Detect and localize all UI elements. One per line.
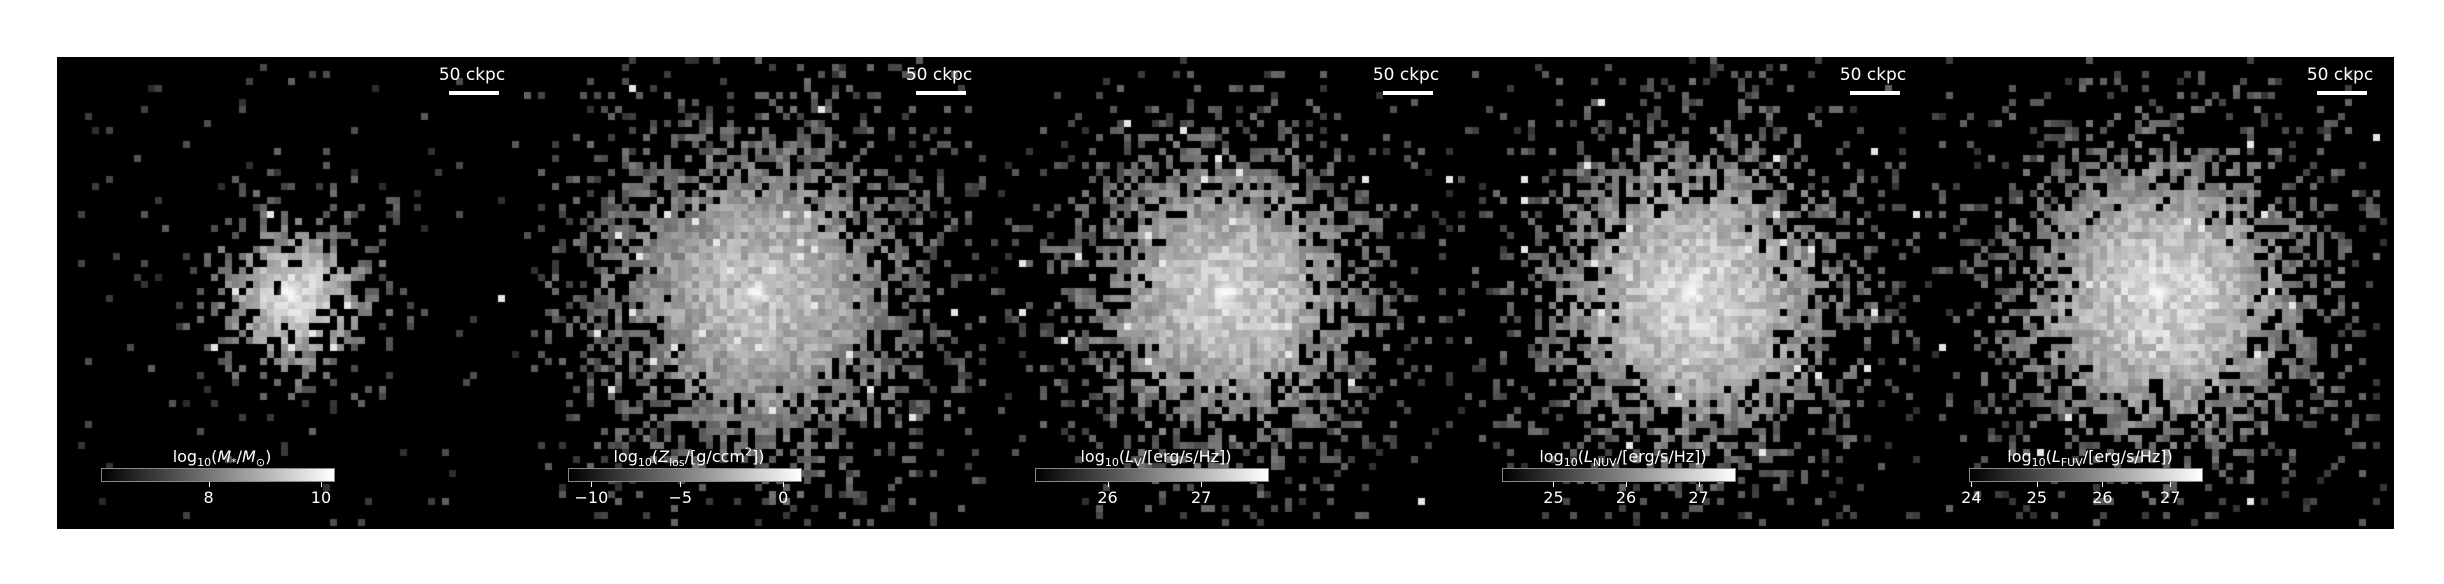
image-panel-3: 50 ckpc log10(LV/[erg/s/Hz]) 26 27 [991,57,1458,529]
colorbar-label: log10(Zlos/[g/ccm2]) [613,445,765,470]
colorbar-tick-label: 26 [2092,488,2113,507]
scale-bar [2317,91,2367,95]
colorbar-tick [680,482,682,487]
colorbar-tick-label: 27 [1688,488,1709,507]
colorbar-tick-label: −5 [668,488,693,507]
colorbar-tick-label: −10 [574,488,609,507]
scale-bar [1850,91,1900,95]
scale-bar-label: 50 ckpc [1372,65,1440,85]
colorbar-tick [783,482,785,487]
scale-bar [916,91,966,95]
colorbar-tick [208,482,210,487]
colorbar-tick-label: 26 [1615,488,1637,507]
scale-bar [449,91,499,95]
colorbar [101,468,335,482]
scale-bar-label: 50 ckpc [2306,65,2374,85]
colorbar-label: log10(LV/[erg/s/Hz]) [1080,447,1232,470]
colorbar-tick-label: 25 [1543,488,1564,507]
image-panel-5: 50 ckpc log10(LFUV/[erg/s/Hz]) 24 25 26 27 [1925,57,2392,529]
figure: 50 ckpc log10(M*/M⊙) 8 10 50 ckpc log10(Zlos/… [57,57,2394,529]
colorbar-label: log10(LNUV/[erg/s/Hz]) [1539,447,1707,470]
scale-bar-label: 50 ckpc [438,65,506,85]
colorbar-tick [1971,482,1973,487]
colorbar [568,468,802,482]
colorbar-label: log10(M*/M⊙) [172,447,272,470]
colorbar-tick-label: 27 [1190,488,1212,507]
colorbar-tick [2170,482,2172,487]
pixel-map-image [991,57,1458,529]
colorbar [1969,468,2203,482]
pixel-map-image [524,57,991,529]
scale-bar [1383,91,1433,95]
colorbar-tick [320,482,322,487]
colorbar-tick-label: 24 [1961,488,1982,507]
colorbar-tick [1201,482,1203,487]
colorbar-tick-label: 8 [203,488,214,507]
colorbar-tick [1698,482,1700,487]
colorbar [1502,468,1736,482]
image-panel-4: 50 ckpc log10(LNUV/[erg/s/Hz]) 25 26 27 [1458,57,1925,529]
pixel-map-image [1925,57,2392,529]
colorbar-label: log10(LFUV/[erg/s/Hz]) [2007,447,2173,470]
colorbar-tick [2036,482,2038,487]
colorbar-tick [1553,482,1555,487]
colorbar-tick [591,482,593,487]
scale-bar-label: 50 ckpc [905,65,973,85]
scale-bar-label: 50 ckpc [1839,65,1907,85]
pixel-map-image [57,57,524,529]
image-panel-2: 50 ckpc log10(Zlos/[g/ccm2]) −10 −5 0 [524,57,991,529]
colorbar-tick-label: 10 [310,488,332,507]
colorbar-tick-label: 27 [2160,488,2181,507]
colorbar-tick-label: 25 [2026,488,2048,507]
colorbar-tick-label: 26 [1097,488,1118,507]
colorbar-tick-label: 0 [778,488,789,507]
colorbar-tick [2102,482,2104,487]
colorbar [1035,468,1269,482]
pixel-map-image [1458,57,1925,529]
image-panel-1: 50 ckpc log10(M*/M⊙) 8 10 [57,57,524,529]
colorbar-tick [1107,482,1109,487]
colorbar-tick [1626,482,1628,487]
